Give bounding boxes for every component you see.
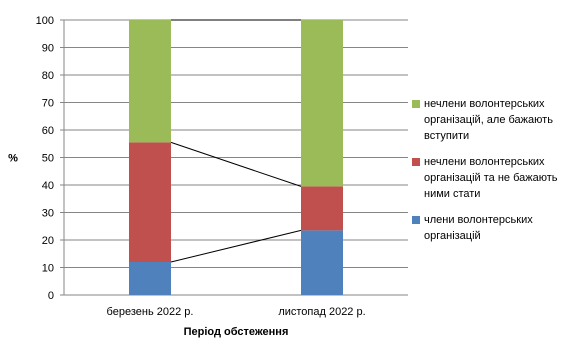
x-axis-title: Період обстеження [184,326,289,338]
y-tick-label: 10 [42,263,54,275]
bar-segment [129,20,171,143]
y-tick-label: 100 [36,15,54,27]
series-line [170,229,302,263]
bar-segment [129,262,171,295]
bar-segment [301,20,343,187]
y-tick-label: 50 [42,153,54,165]
legend-label: нечлени волонтерських організацій, але б… [424,98,553,142]
bar-segment [129,142,171,262]
x-tick-label: березень 2022 р. [107,306,194,318]
y-tick-label: 70 [42,98,54,110]
series-line [170,141,302,187]
legend-item: нечлени волонтерських організацій, але б… [412,96,580,144]
y-tick-label: 80 [42,70,54,82]
legend-item: нечлени волонтерських організацій та не … [412,154,580,202]
y-tick-label: 90 [42,43,54,55]
legend-swatch [412,216,420,224]
legend-item: члени волонтерських організацій [412,212,580,244]
legend-swatch [412,158,420,166]
y-tick-label: 30 [42,208,54,220]
bar-segment [301,186,343,231]
legend-swatch [412,100,420,108]
legend-label: нечлени волонтерських організацій та не … [424,156,558,200]
legend-label: члени волонтерських організацій [424,214,533,242]
y-tick-label: 60 [42,125,54,137]
bar-segment [301,230,343,295]
y-axis-title: % [8,153,18,165]
x-tick-label: листопад 2022 р. [278,306,365,318]
y-tick-label: 20 [42,235,54,247]
legend: нечлени волонтерських організацій, але б… [412,96,580,254]
y-tick-label: 0 [48,290,54,302]
y-tick-label: 40 [42,180,54,192]
